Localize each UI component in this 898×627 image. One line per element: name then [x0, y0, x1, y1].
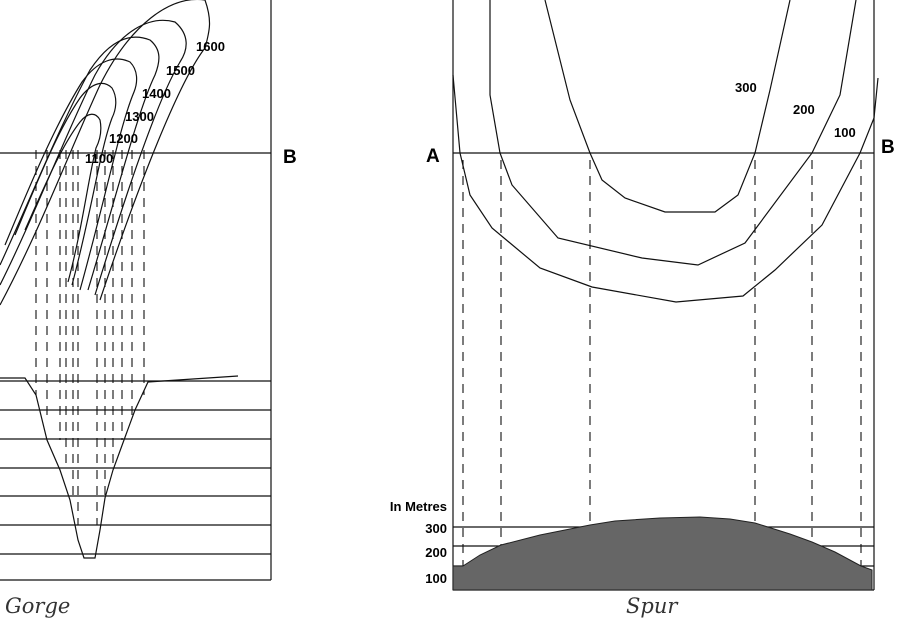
gorge-contour-label-1600: 1600 [196, 39, 225, 54]
gorge-contour-label-1500: 1500 [166, 63, 195, 78]
gorge-contour-1600 [0, 0, 211, 306]
gorge-contour-label-1300: 1300 [125, 109, 154, 124]
spur-section-label-a: A [426, 146, 440, 167]
spur-profile-tick-200: 200 [425, 545, 447, 560]
spur-contour-label-100: 100 [834, 125, 856, 140]
spur-profile-tick-100: 100 [425, 571, 447, 586]
spur-profile-tick-300: 300 [425, 521, 447, 536]
spur-profile-axis-title: In Metres [390, 499, 447, 514]
gorge-contour-label-1100: 1100 [85, 151, 113, 166]
spur-cross-section-profile [452, 516, 873, 591]
gorge-caption: Gorge [5, 594, 70, 618]
spur-diagram: 300 200 100 In Metres 300 200 100 A B Sp… [390, 0, 895, 618]
gorge-contour-label-1200: 1200 [109, 131, 138, 146]
gorge-contour-1200 [14, 82, 117, 286]
gorge-section-label-b: B [283, 147, 297, 168]
spur-contour-300 [544, 0, 791, 213]
spur-contour-100 [452, 74, 879, 303]
gorge-contours [0, 0, 211, 306]
spur-contour-200 [489, 0, 857, 266]
gorge-projection-lines [35, 150, 145, 525]
spur-contours [452, 0, 879, 303]
gorge-contour-1400 [0, 36, 160, 291]
spur-contour-label-300: 300 [735, 80, 757, 95]
gorge-diagram: 1600 1500 1400 1300 1200 1100 [0, 0, 297, 618]
spur-caption: Spur [626, 594, 679, 618]
spur-section-label-b: B [881, 137, 895, 158]
gorge-contour-label-1400: 1400 [142, 86, 171, 101]
gorge-profile-levels [0, 380, 271, 581]
spur-projection-lines [462, 160, 862, 575]
gorge-cross-section-profile [0, 375, 239, 559]
gorge-contour-1300 [4, 58, 138, 291]
spur-contour-label-200: 200 [793, 102, 815, 117]
gorge-contour-1100 [24, 113, 102, 283]
